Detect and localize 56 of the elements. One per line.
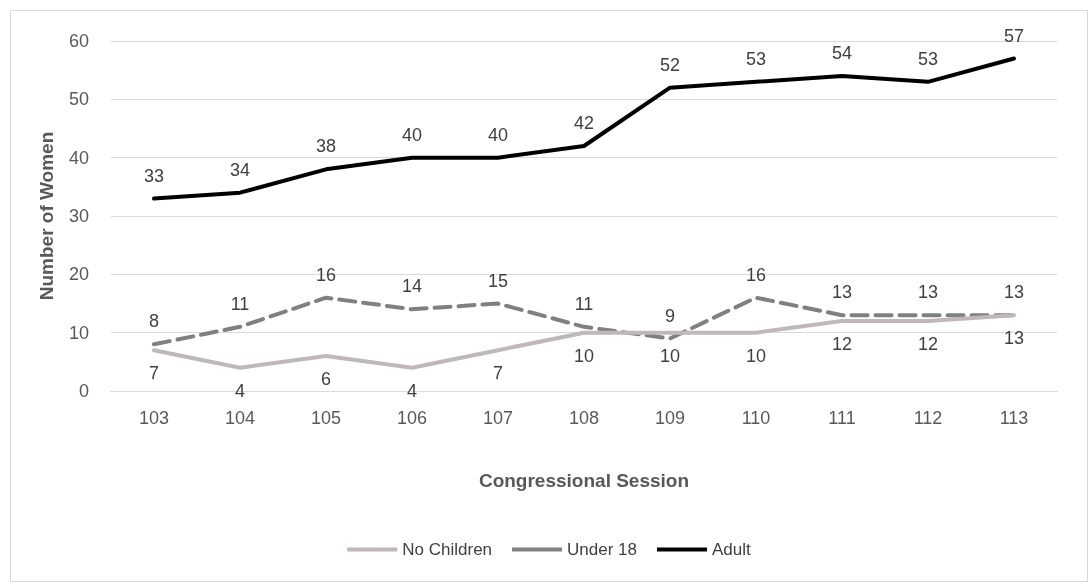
x-tick-label: 108 — [568, 408, 600, 428]
x-tick-label: 106 — [396, 408, 428, 428]
data-label: 13 — [1003, 328, 1025, 349]
y-tick-label: 10 — [68, 322, 89, 343]
x-tick-label: 113 — [999, 408, 1029, 428]
x-tick-label: 105 — [310, 408, 342, 428]
y-tick-label: 0 — [78, 381, 89, 401]
data-label: 13 — [1003, 282, 1025, 303]
data-label: 40 — [401, 124, 423, 145]
data-label: 13 — [831, 282, 853, 303]
x-axis-title: Congressional Session — [478, 470, 690, 491]
data-label: 38 — [315, 136, 337, 157]
data-label: 54 — [831, 43, 853, 63]
y-tick-label: 30 — [68, 206, 89, 226]
x-tick-label: 110 — [741, 408, 771, 428]
data-label: 11 — [574, 293, 594, 314]
data-label: 53 — [917, 48, 939, 69]
data-label: 13 — [917, 282, 939, 303]
data-label: 57 — [1003, 25, 1025, 46]
data-label: 6 — [320, 369, 332, 389]
data-label: 8 — [148, 311, 160, 332]
data-label: 12 — [917, 334, 939, 354]
x-tick-label: 109 — [654, 408, 686, 428]
x-tick-label: 112 — [913, 408, 943, 428]
y-tick-label: 50 — [68, 89, 89, 110]
data-label: 10 — [573, 345, 595, 366]
legend-label: No Children — [402, 540, 493, 559]
legend-label: Under 18 — [567, 540, 637, 559]
y-tick-label: 20 — [68, 264, 89, 285]
x-tick-label: 104 — [224, 408, 256, 428]
legend-label: Adult — [711, 540, 751, 559]
data-label: 7 — [148, 363, 160, 384]
data-label: 53 — [745, 48, 767, 69]
x-tick-label: 107 — [482, 408, 514, 428]
data-label: 14 — [401, 276, 423, 297]
data-label: 7 — [492, 363, 504, 384]
data-label: 10 — [659, 345, 681, 366]
x-tick-label: 103 — [138, 408, 170, 428]
data-label: 4 — [234, 380, 246, 401]
x-tick-label: 111 — [828, 408, 856, 428]
data-label: 9 — [664, 305, 676, 326]
data-label: 4 — [406, 380, 418, 401]
y-tick-label: 60 — [68, 31, 89, 51]
data-label: 40 — [487, 124, 509, 145]
data-label: 10 — [745, 345, 767, 366]
data-label: 16 — [315, 264, 337, 285]
data-label: 52 — [659, 54, 681, 75]
data-label: 12 — [831, 334, 853, 354]
data-label: 34 — [229, 159, 251, 180]
y-tick-label: 40 — [68, 147, 89, 168]
data-label: 42 — [573, 113, 595, 133]
data-label: 16 — [745, 264, 767, 285]
data-label: 15 — [487, 270, 509, 291]
data-label: 11 — [230, 293, 250, 314]
y-axis-title: Number of Women — [36, 131, 57, 301]
data-label: 33 — [143, 165, 165, 186]
